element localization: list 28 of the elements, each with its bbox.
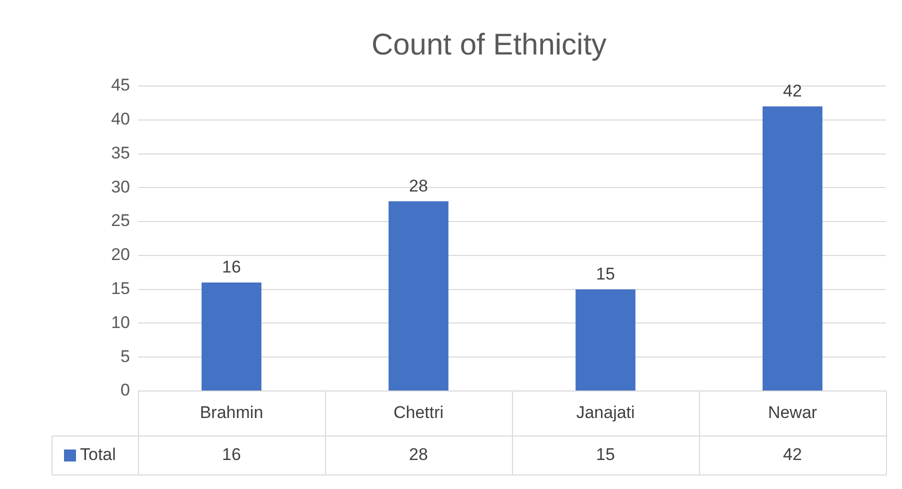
y-tick-label: 5: [120, 346, 130, 366]
y-tick-label: 10: [111, 312, 130, 332]
x-tick-label: Brahmin: [200, 403, 264, 422]
bar: [388, 201, 448, 390]
annotation: 42: [783, 82, 802, 101]
annotation: 16: [222, 258, 241, 277]
annotation: 15: [596, 264, 615, 284]
bar: [762, 106, 822, 390]
data-label: 16: [222, 445, 241, 464]
x-tick-label: Chettri: [393, 403, 444, 422]
bar: [202, 282, 262, 390]
y-tick-label: 0: [120, 380, 130, 400]
chart-title: Count of Ethnicity: [371, 28, 607, 62]
y-tick-label: 20: [111, 245, 130, 264]
data-label: 15: [596, 445, 615, 464]
y-tick-label: 40: [111, 110, 130, 129]
y-tick-label: 15: [111, 279, 130, 298]
y-tick-label: 45: [111, 76, 130, 95]
data-label: 42: [783, 445, 802, 464]
legend-label: Total: [80, 445, 116, 464]
data-label: 28: [409, 445, 428, 464]
bar: [576, 289, 636, 390]
x-tick-label: Newar: [768, 403, 818, 422]
x-tick-label: Janajati: [576, 403, 635, 422]
annotation: 28: [409, 176, 428, 196]
y-tick-label: 25: [111, 211, 130, 230]
y-tick-label: 35: [111, 143, 130, 162]
y-tick-label: 30: [111, 177, 130, 196]
